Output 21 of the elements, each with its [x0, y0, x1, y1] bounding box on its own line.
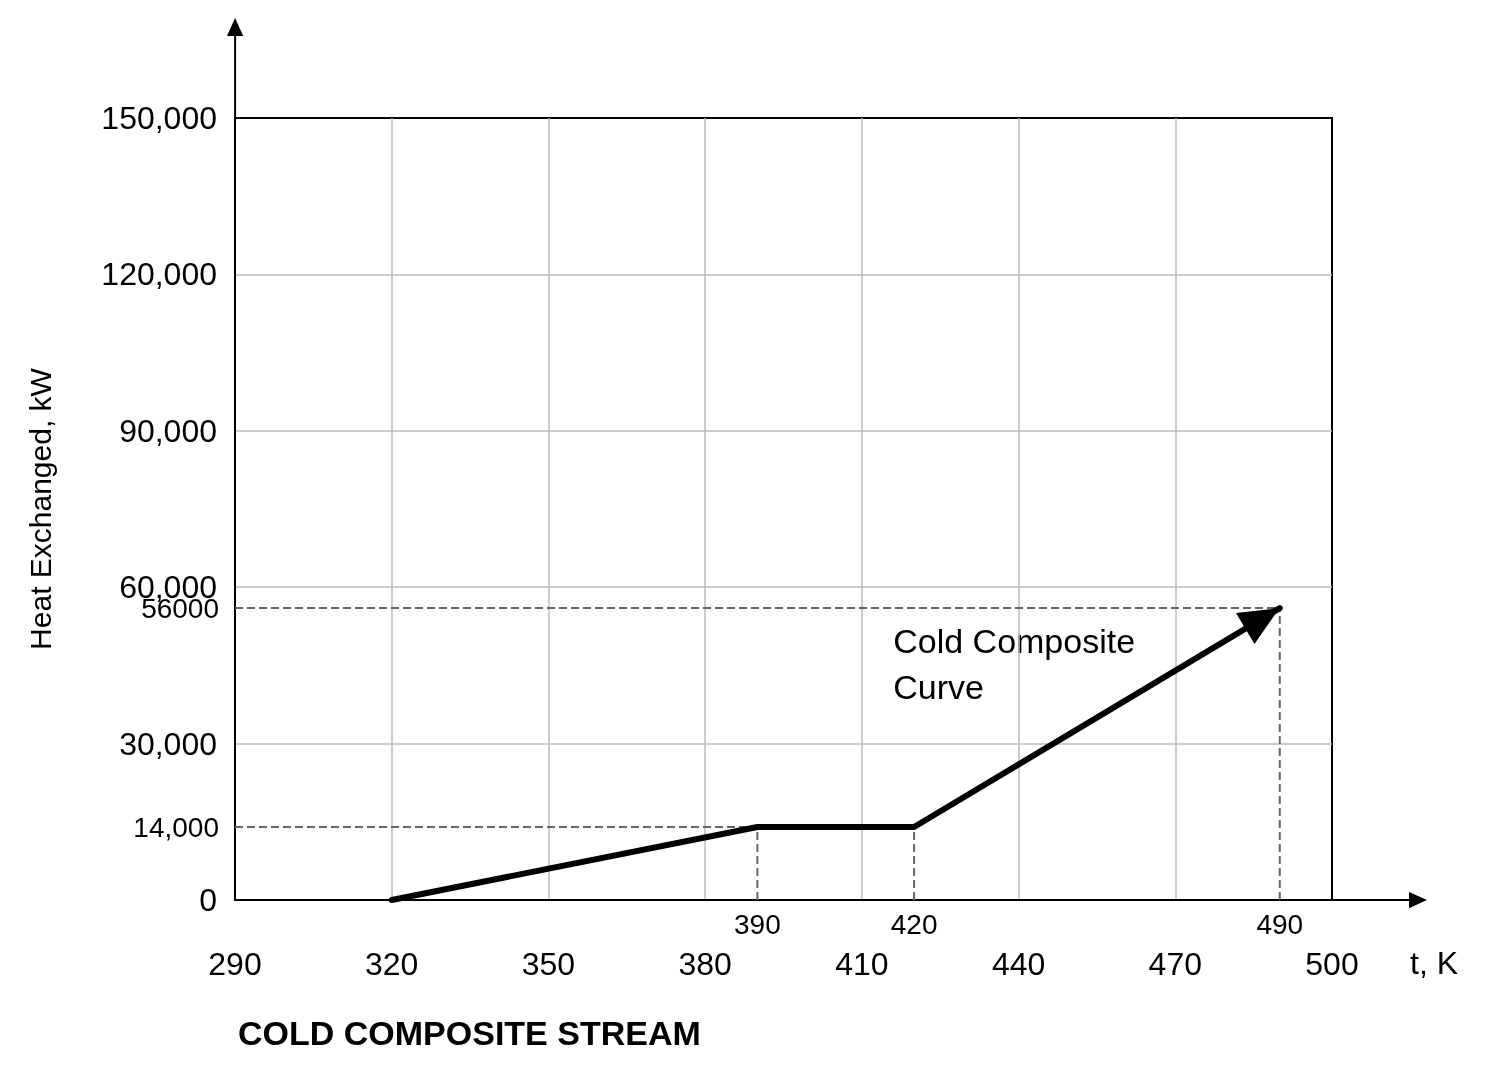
- x-tick-label: 290: [208, 946, 262, 982]
- y-tick-label: 30,000: [119, 725, 217, 762]
- x-tick-label: 500: [1305, 946, 1359, 982]
- text: COLD COMPOSITE STREAM: [238, 1014, 701, 1052]
- x-tick-label: 380: [678, 946, 732, 982]
- x-axis-title: t, K: [1410, 945, 1459, 981]
- ref-line-label: 420: [890, 908, 938, 940]
- y-tick-label: 0: [199, 882, 217, 918]
- y-tick-label: 90,000: [119, 412, 217, 449]
- y-axis-title: Heat Exchanged, kW: [23, 367, 57, 650]
- ref-line-label: 390: [734, 908, 781, 940]
- y-tick-label: 120,000: [101, 256, 217, 293]
- x-tick-label: 410: [835, 946, 889, 982]
- y-tick-label: 150,000: [101, 100, 217, 136]
- annotation: Cold Composite Curve: [893, 622, 1136, 707]
- x-tick-label: 320: [365, 946, 419, 982]
- x-tick-label: 440: [991, 946, 1046, 982]
- ref-line-label: 490: [1256, 908, 1304, 940]
- x-tick-label: 470: [1148, 946, 1202, 982]
- x-tick-label: 350: [521, 946, 576, 982]
- ref-line-label: 14,000: [133, 811, 219, 843]
